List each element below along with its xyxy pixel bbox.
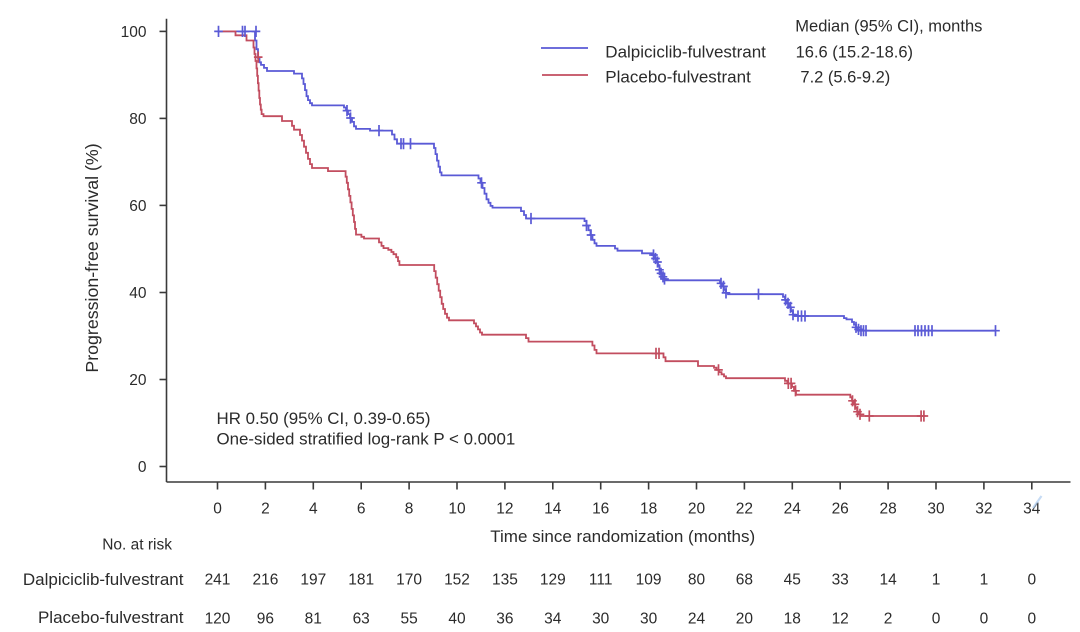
- svg-text:14: 14: [879, 571, 897, 588]
- svg-text:6: 6: [357, 501, 366, 518]
- svg-text:40: 40: [448, 610, 466, 627]
- svg-text:26: 26: [832, 501, 849, 518]
- svg-text:109: 109: [636, 571, 662, 588]
- svg-text:0: 0: [980, 610, 989, 627]
- svg-text:81: 81: [305, 610, 322, 627]
- svg-text:36: 36: [496, 610, 513, 627]
- svg-text:0: 0: [932, 610, 941, 627]
- svg-text:16.6 (15.2-18.6): 16.6 (15.2-18.6): [796, 43, 913, 61]
- svg-text:96: 96: [257, 610, 274, 627]
- svg-text:2: 2: [261, 501, 270, 518]
- svg-text:0: 0: [213, 501, 222, 518]
- svg-text:1: 1: [980, 571, 989, 588]
- svg-text:2: 2: [884, 610, 893, 627]
- svg-text:80: 80: [688, 571, 706, 588]
- svg-text:30: 30: [592, 610, 610, 627]
- svg-text:One-sided stratified log-rank: One-sided stratified log-rank P < 0.0001: [217, 429, 516, 448]
- svg-text:Placebo-fulvestrant: Placebo-fulvestrant: [38, 608, 184, 627]
- svg-text:129: 129: [540, 571, 566, 588]
- svg-text:30: 30: [927, 501, 945, 518]
- svg-text:100: 100: [121, 24, 147, 41]
- svg-text:4: 4: [309, 501, 318, 518]
- svg-text:152: 152: [444, 571, 470, 588]
- svg-text:10: 10: [448, 501, 466, 518]
- svg-text:Placebo-fulvestrant: Placebo-fulvestrant: [605, 68, 751, 87]
- svg-text:60: 60: [129, 198, 147, 215]
- svg-text:30: 30: [640, 610, 658, 627]
- svg-text:197: 197: [300, 571, 326, 588]
- svg-text:22: 22: [736, 501, 753, 518]
- svg-text:0: 0: [1027, 610, 1036, 627]
- svg-text:Dalpiciclib-fulvestrant: Dalpiciclib-fulvestrant: [23, 570, 184, 589]
- svg-text:24: 24: [688, 610, 706, 627]
- svg-text:68: 68: [736, 571, 753, 588]
- svg-text:18: 18: [784, 610, 801, 627]
- svg-text:28: 28: [879, 501, 896, 518]
- svg-text:34: 34: [1023, 501, 1041, 518]
- svg-text:20: 20: [129, 372, 147, 389]
- svg-text:40: 40: [129, 285, 147, 302]
- svg-text:34: 34: [544, 610, 562, 627]
- svg-text:241: 241: [205, 571, 231, 588]
- svg-text:16: 16: [592, 501, 609, 518]
- svg-text:No. at risk: No. at risk: [102, 537, 172, 554]
- svg-text:32: 32: [975, 501, 992, 518]
- svg-text:Time since randomization (mont: Time since randomization (months): [490, 527, 755, 546]
- svg-text:45: 45: [784, 571, 801, 588]
- svg-text:80: 80: [129, 111, 147, 128]
- svg-text:135: 135: [492, 571, 518, 588]
- svg-text:63: 63: [353, 610, 370, 627]
- svg-text:12: 12: [832, 610, 849, 627]
- svg-text:1: 1: [932, 571, 941, 588]
- svg-text:55: 55: [400, 610, 417, 627]
- svg-text:181: 181: [348, 571, 374, 588]
- svg-text:12: 12: [496, 501, 513, 518]
- svg-text:170: 170: [396, 571, 422, 588]
- svg-text:20: 20: [736, 610, 754, 627]
- svg-text:120: 120: [205, 610, 231, 627]
- svg-text:HR 0.50 (95% CI, 0.39-0.65): HR 0.50 (95% CI, 0.39-0.65): [217, 409, 431, 428]
- svg-text:Progression-free survival (%): Progression-free survival (%): [82, 143, 102, 372]
- svg-text:111: 111: [589, 571, 613, 588]
- svg-text:8: 8: [405, 501, 414, 518]
- svg-text:216: 216: [252, 571, 278, 588]
- svg-text:20: 20: [688, 501, 706, 518]
- svg-text:18: 18: [640, 501, 657, 518]
- svg-text:Median (95% CI), months: Median (95% CI), months: [795, 18, 982, 36]
- svg-text:24: 24: [784, 501, 802, 518]
- svg-text:0: 0: [1027, 571, 1036, 588]
- svg-text:7.2 (5.6-9.2): 7.2 (5.6-9.2): [800, 69, 890, 87]
- svg-text:0: 0: [138, 459, 147, 476]
- svg-text:14: 14: [544, 501, 562, 518]
- svg-text:Dalpiciclib-fulvestrant: Dalpiciclib-fulvestrant: [605, 42, 766, 61]
- svg-text:33: 33: [832, 571, 849, 588]
